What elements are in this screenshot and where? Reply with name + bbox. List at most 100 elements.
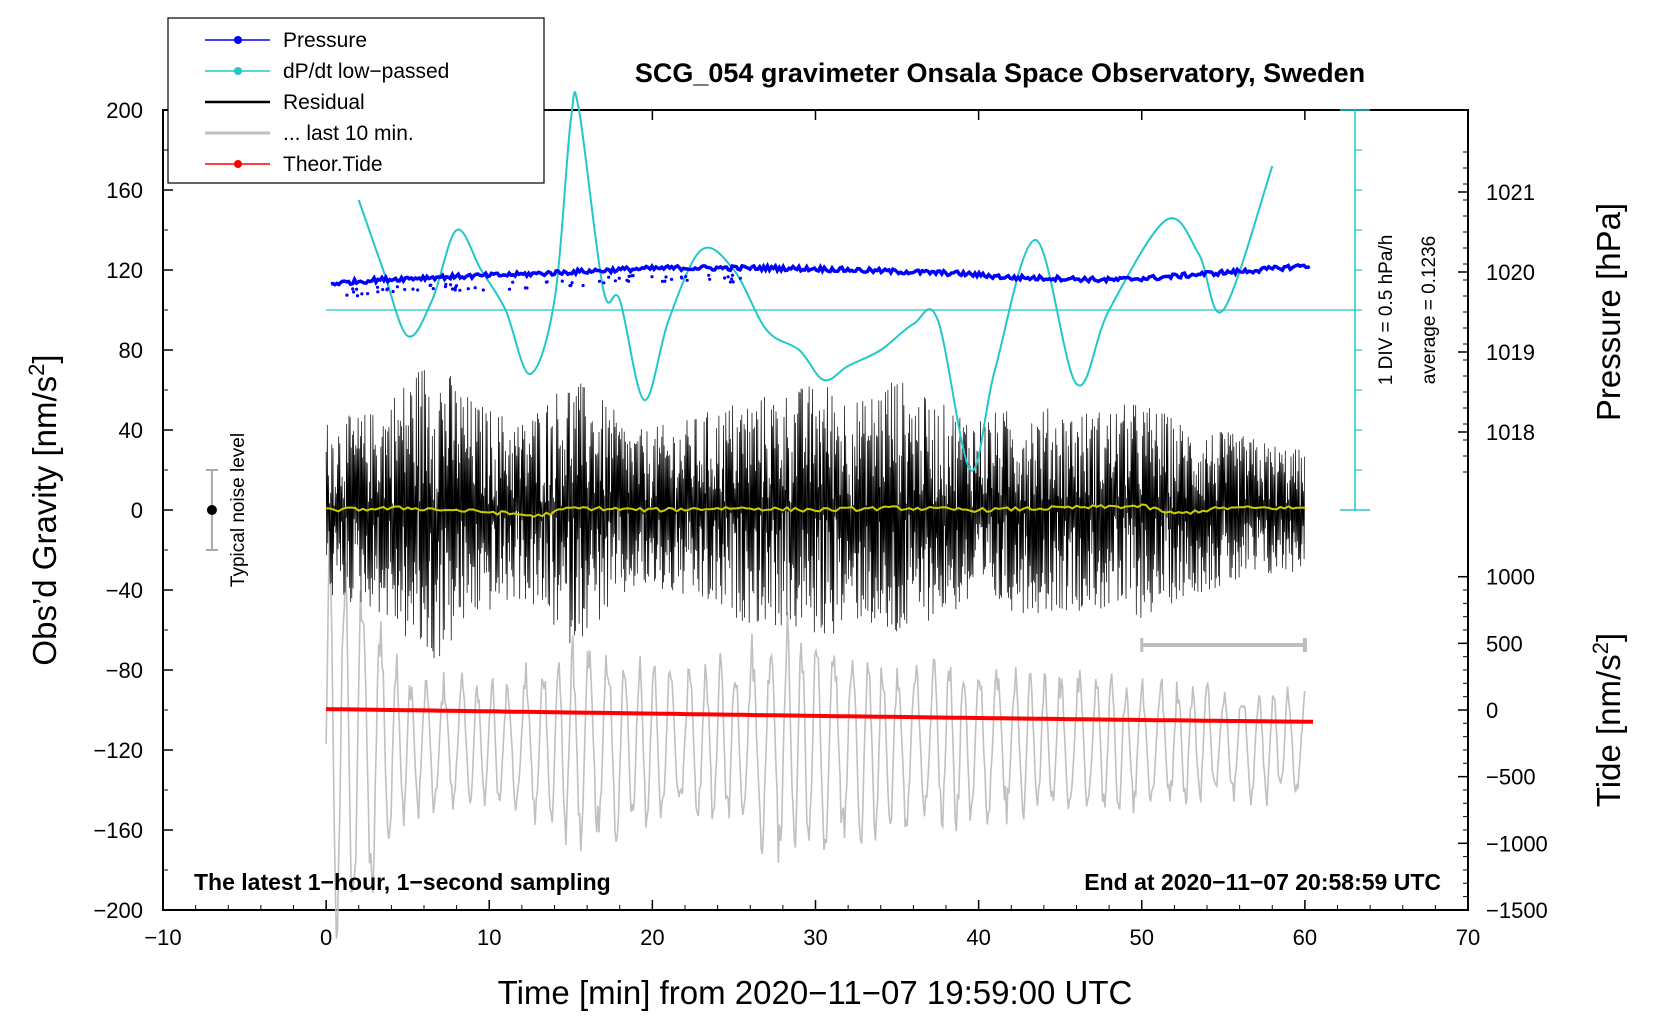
y-tick-label: 40: [119, 418, 143, 443]
pressure-point: [411, 287, 415, 291]
pressure-point: [545, 280, 549, 284]
legend-box: [167, 17, 545, 184]
pressure-point: [664, 275, 668, 279]
pressure-point: [473, 286, 477, 290]
pressure-point: [449, 283, 453, 287]
pressure-point: [352, 290, 356, 294]
legend-label: Pressure: [283, 29, 367, 52]
y-tick-label: −160: [93, 818, 143, 843]
pressure-point: [428, 283, 432, 287]
pressure-point: [386, 287, 390, 291]
pressure-point: [731, 280, 735, 284]
legend-label: dP/dt low−passed: [283, 60, 449, 83]
y-tick-label: 200: [106, 98, 143, 123]
pressure-line: [330, 261, 1311, 287]
dpdt-series: [326, 91, 1355, 472]
tide-tick-label: 1000: [1486, 565, 1535, 590]
pressure-point: [581, 283, 585, 288]
pressure-point: [366, 292, 370, 296]
pressure-point: [416, 288, 420, 292]
tide-tick-label: −1500: [1486, 898, 1548, 923]
pressure-point: [355, 287, 359, 291]
pressure-point: [570, 281, 574, 285]
pressure-point: [507, 287, 512, 291]
legend-marker: [234, 36, 242, 44]
pressure-point: [458, 288, 462, 292]
residual-mean-line: [326, 503, 1305, 518]
pressure-point: [663, 279, 667, 283]
residual-smoothed-mean: [326, 503, 1305, 518]
theor-tide-series: [326, 707, 1313, 724]
pressure-point: [730, 277, 734, 281]
pressure-point: [730, 273, 735, 277]
x-tick-label: 20: [640, 925, 664, 950]
pressure-point: [723, 276, 727, 280]
pressure-point: [450, 287, 455, 291]
pressure-point: [602, 281, 606, 285]
pressure-point: [453, 288, 457, 292]
pressure-point: [375, 285, 380, 289]
pressure-point: [625, 278, 629, 282]
pressure-point: [597, 279, 602, 283]
x-axis-label: Time [min] from 2020−11−07 19:59:00 UTC: [498, 974, 1133, 1011]
y-tick-label: −120: [93, 738, 143, 763]
pressure-point: [391, 289, 395, 294]
pressure-point: [613, 279, 618, 283]
residual-series: [325, 370, 1306, 659]
pressure-tick-label: 1018: [1486, 420, 1535, 445]
pressure-point: [345, 293, 349, 297]
pressure-point: [466, 287, 470, 291]
y-tick-label: 160: [106, 178, 143, 203]
y-tick-label: −80: [106, 658, 143, 683]
x-tick-label: 10: [477, 925, 501, 950]
pressure-point: [708, 277, 712, 281]
pressure-point: [738, 276, 743, 280]
pressure-tick-label: 1019: [1486, 340, 1535, 365]
x-tick-label: 0: [320, 925, 332, 950]
x-tick-label: 60: [1293, 925, 1317, 950]
x-tick-label: 40: [966, 925, 990, 950]
legend: Pressure dP/dt low−passed Residual ... last…: [167, 17, 545, 184]
dpdt-scale-bar: [1340, 109, 1370, 511]
pressure-point: [685, 278, 689, 282]
noise-center-dot: [206, 505, 217, 515]
pressure-point: [395, 285, 399, 289]
x-tick-label: 70: [1456, 925, 1480, 950]
noise-level-marker: [205, 469, 218, 551]
tide-tick-label: −500: [1486, 765, 1536, 790]
pressure-point: [684, 274, 688, 279]
pressure-point: [481, 288, 485, 292]
y-tick-label: −200: [93, 898, 143, 923]
noise-level-label: Typical noise level: [228, 433, 249, 587]
pressure-point: [560, 279, 564, 283]
pressure-point: [670, 277, 674, 281]
y-tick-label: 0: [131, 498, 143, 523]
pressure-point: [431, 287, 435, 291]
legend-label: Theor.Tide: [283, 153, 383, 176]
pressure-point: [444, 282, 448, 286]
pressure-point: [650, 275, 654, 279]
pressure-point: [630, 274, 634, 278]
legend-marker: [234, 160, 242, 168]
legend-label: ... last 10 min.: [283, 122, 414, 145]
axis-ticks: −10 0 10 20 30 40 50 60 7020016012080400−40−80−1…: [93, 98, 1547, 950]
y-tick-label: −40: [106, 578, 143, 603]
pressure-point: [351, 287, 355, 291]
last-10-min-line: [325, 525, 1306, 939]
pressure-point: [453, 285, 458, 290]
end-time-note: End at 2020−11−07 20:58:59 UTC: [1084, 869, 1441, 895]
pressure-point: [376, 290, 380, 294]
x-tick-label: −10: [144, 925, 181, 950]
last-10-min-bracket: [1140, 638, 1307, 652]
pressure-point: [707, 273, 711, 277]
pressure-point: [617, 276, 621, 280]
tide-line: [326, 707, 1313, 724]
tide-tick-label: −1000: [1486, 831, 1548, 856]
pressure-point: [525, 286, 529, 290]
residual-line: [325, 370, 1306, 659]
pressure-point: [511, 280, 515, 284]
pressure-point: [726, 275, 730, 279]
pressure-point: [403, 287, 407, 292]
tide-tick-label: 500: [1486, 631, 1523, 656]
